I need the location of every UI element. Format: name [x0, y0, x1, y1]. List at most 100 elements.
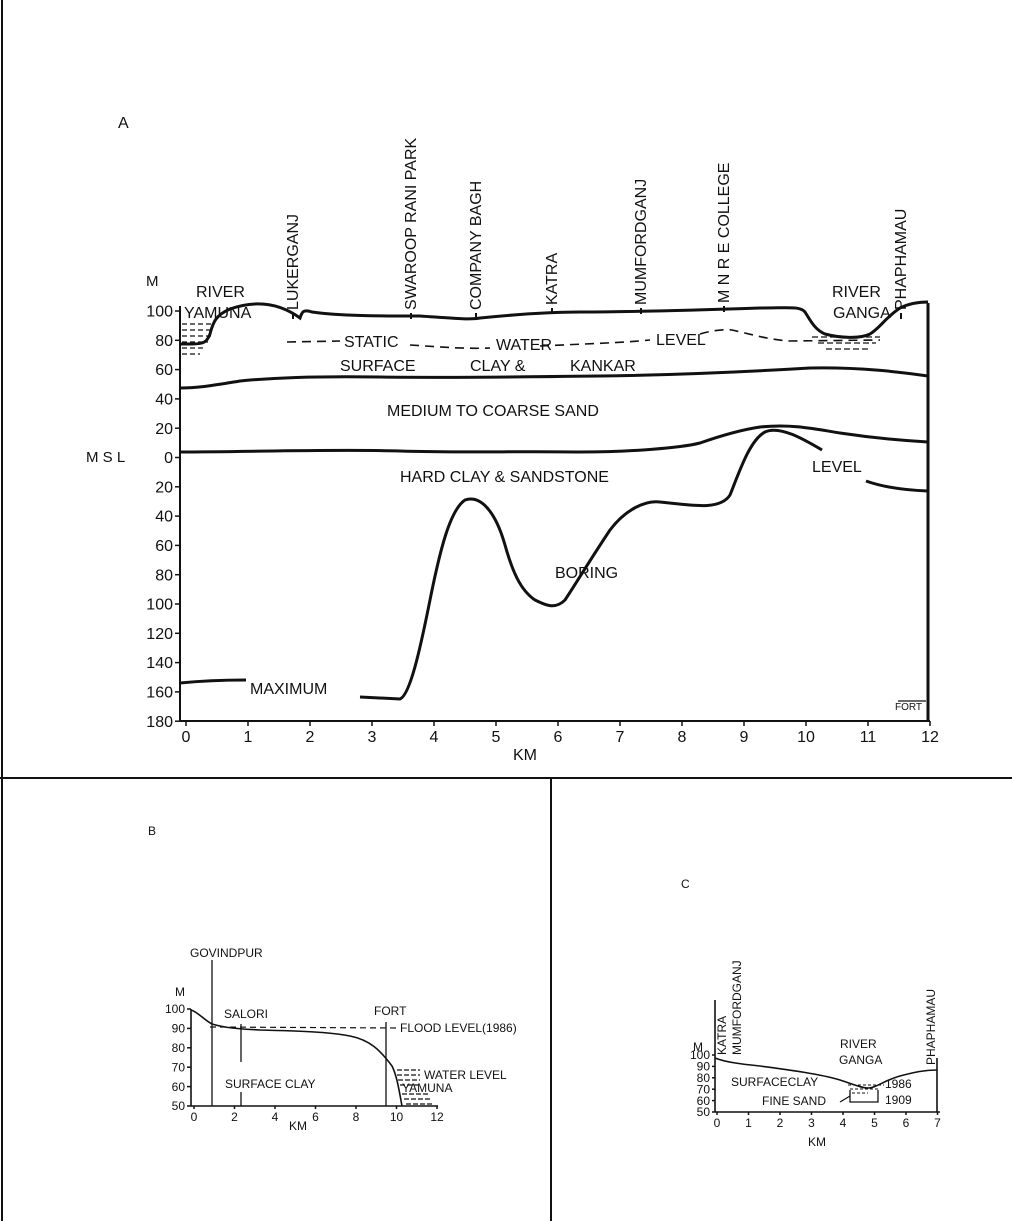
x-tick-label: 10 — [797, 729, 815, 746]
locality-label: MUMFORDGANJ — [730, 960, 744, 1055]
panel-c-river-label: RIVER — [840, 1037, 877, 1051]
locality-label: COMPANY BAGH — [468, 181, 485, 310]
panel-c-ganga-label: GANGA — [839, 1053, 882, 1067]
locality-label: PHAPHAMAU — [924, 989, 938, 1065]
panel-a: A M M S L 100806040200204060801001201401… — [86, 115, 939, 764]
panel-b-x-unit: KM — [289, 1119, 307, 1133]
panel-a-river-ganga-line1: RIVER — [832, 284, 881, 301]
panel-a-x-unit: KM — [513, 747, 537, 764]
panel-a-maximum-label: MAXIMUM — [250, 681, 327, 698]
panel-c-fine-sand-box — [849, 1090, 879, 1103]
x-tick-label: 6 — [312, 1110, 319, 1124]
panel-c-x-unit: KM — [808, 1135, 826, 1149]
locality-label: MUMFORDGANJ — [633, 179, 650, 305]
panel-b-surface-clay-label: SURFACE CLAY — [225, 1077, 315, 1091]
y-tick-label: 80 — [172, 1041, 186, 1055]
x-tick-label: 4 — [272, 1110, 279, 1124]
panel-a-msl-label: M S L — [86, 449, 125, 466]
panel-a-water-hatch-ganga — [812, 336, 880, 350]
x-tick-label: 2 — [231, 1110, 238, 1124]
panel-a-river-ganga-line2: GANGA — [833, 305, 891, 322]
panel-a-right-boring-line — [865, 479, 929, 493]
panel-b-y-unit: M — [175, 985, 185, 999]
panel-a-static-label: STATIC — [344, 334, 399, 351]
y-tick-label: 70 — [697, 1082, 711, 1096]
panel-a-y-ticks: 100 80 60 40 20 0 20 40 60 80 100 120 140 160 180 — [146, 304, 180, 731]
x-tick-label: 4 — [840, 1116, 847, 1130]
panel-b-fort-label: FORT — [374, 1004, 407, 1018]
x-tick-label: 2 — [306, 729, 315, 746]
panel-a-surface-label: SURFACE — [340, 358, 416, 375]
y-tick-label: 120 — [146, 626, 173, 643]
x-tick-label: 0 — [191, 1110, 198, 1124]
y-tick-label: 0 — [164, 450, 173, 467]
panel-a-water-label: WATER — [496, 337, 552, 354]
y-tick-label: 80 — [155, 567, 173, 584]
panel-c-locality-labels: KATRA MUMFORDGANJ PHAPHAMAU — [715, 960, 938, 1065]
panel-a-ground-surface — [180, 300, 929, 346]
x-tick-label: 0 — [714, 1116, 721, 1130]
panel-c-y-unit: M — [693, 1040, 703, 1054]
y-tick-label: 100 — [146, 304, 173, 321]
x-tick-label: 8 — [678, 729, 687, 746]
panel-a-water-hatch-yamuna — [182, 323, 214, 355]
panel-a-maximum-boring-curve — [359, 428, 823, 701]
y-tick-label: 50 — [697, 1105, 711, 1119]
x-tick-label: 5 — [871, 1116, 878, 1130]
x-tick-label: 11 — [860, 729, 877, 746]
locality-label: KATRA — [715, 1016, 729, 1055]
y-tick-label: 100 — [165, 1002, 185, 1016]
y-tick-label: 100 — [690, 1048, 710, 1062]
locality-label: M N R E COLLEGE — [716, 163, 733, 303]
x-tick-label: 6 — [554, 729, 563, 746]
y-tick-label: 80 — [155, 333, 173, 350]
x-tick-label: 2 — [777, 1116, 784, 1130]
x-tick-label: 7 — [616, 729, 625, 746]
y-tick-label: 60 — [155, 538, 173, 555]
panel-a-hard-clay-label: HARD CLAY & SANDSTONE — [400, 469, 609, 486]
panel-c-fine-sand-arrow — [839, 1095, 851, 1103]
locality-label: SWAROOP RANI PARK — [403, 137, 420, 310]
y-tick-label: 60 — [155, 362, 173, 379]
y-tick-label: 90 — [172, 1022, 186, 1036]
locality-label: PHAPHAMAU — [893, 209, 910, 310]
panel-c-1909-label: 1909 — [885, 1093, 912, 1107]
panel-a-fort-label: FORT — [895, 702, 922, 713]
locality-label: LUKERGANJ — [285, 214, 302, 310]
panel-a-boring-label: BORING — [555, 565, 618, 582]
y-tick-label: 160 — [146, 685, 173, 702]
x-tick-label: 12 — [921, 729, 939, 746]
x-tick-label: 3 — [808, 1116, 815, 1130]
panel-c-surfaceclay-label: SURFACECLAY — [731, 1075, 818, 1089]
panel-a-river-yamuna-line2: YAMUNA — [184, 305, 252, 322]
panel-c-fine-sand-label: FINE SAND — [762, 1094, 826, 1108]
panel-b-y-ticks: 100 90 80 70 60 50 — [165, 1002, 191, 1113]
x-tick-label: 3 — [368, 729, 377, 746]
y-tick-label: 90 — [697, 1060, 711, 1074]
panel-a-y-unit: M — [146, 273, 159, 290]
panel-b-x-ticks: 0 2 4 6 8 10 12 — [191, 1106, 444, 1124]
x-tick-label: 1 — [244, 729, 253, 746]
panel-b: B M 100 90 80 70 60 50 0 2 4 6 8 10 12 KM GOVINDPUR… — [148, 824, 517, 1133]
y-tick-label: 50 — [172, 1099, 186, 1113]
x-tick-label: 5 — [492, 729, 501, 746]
y-tick-label: 20 — [155, 479, 173, 496]
x-tick-label: 7 — [934, 1116, 941, 1130]
panel-b-label: B — [148, 824, 156, 838]
y-tick-label: 140 — [146, 655, 173, 672]
panel-b-water-hatch — [397, 1069, 432, 1105]
y-tick-label: 60 — [697, 1094, 711, 1108]
y-tick-label: 180 — [146, 714, 173, 731]
y-tick-label: 40 — [155, 392, 173, 409]
panel-a-kankar-label: KANKAR — [570, 358, 636, 375]
panel-a-sand-label: MEDIUM TO COARSE SAND — [387, 403, 599, 420]
panel-a-clay-sand-boundary — [179, 366, 929, 390]
x-tick-label: 4 — [430, 729, 439, 746]
y-tick-label: 20 — [155, 421, 173, 438]
x-tick-label: 0 — [182, 729, 191, 746]
panel-a-river-yamuna-line1: RIVER — [196, 284, 245, 301]
x-tick-label: 6 — [903, 1116, 910, 1130]
x-tick-label: 9 — [740, 729, 749, 746]
